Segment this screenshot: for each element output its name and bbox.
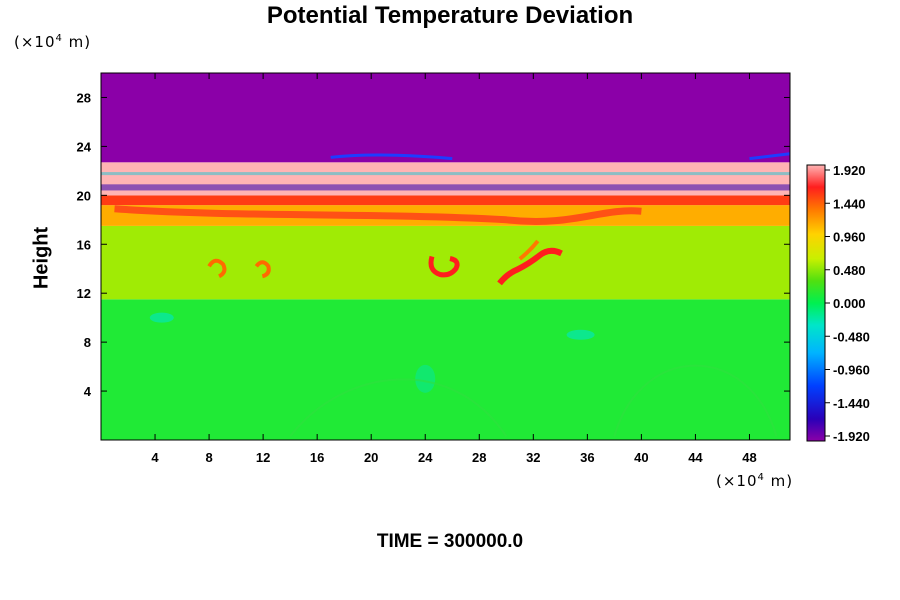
heatmap-feature-0 bbox=[101, 184, 790, 191]
x-tick-label: 12 bbox=[256, 450, 270, 465]
colorbar-axis: 1.920 1.440 0.960 0.480 0.000 -0.480 -0.960 -1.… bbox=[825, 163, 870, 444]
x-unit-exponent: 4 bbox=[757, 472, 765, 483]
y-tick-label: 20 bbox=[77, 188, 91, 203]
heatmap-feature-12 bbox=[415, 364, 436, 393]
colorbar-tick-label: 0.480 bbox=[833, 263, 866, 278]
x-tick-label: 20 bbox=[364, 450, 378, 465]
plot-frame bbox=[100, 72, 791, 441]
x-unit-suffix: m) bbox=[764, 472, 794, 490]
heatmap-feature-5 bbox=[207, 258, 227, 279]
heatmap-feature-8 bbox=[497, 247, 563, 286]
heatmap-features bbox=[101, 152, 790, 437]
y-tick-label: 12 bbox=[77, 286, 91, 301]
y-tick-label: 16 bbox=[77, 237, 91, 252]
heatmap-feature-13 bbox=[289, 378, 508, 437]
y-unit-prefix: (×10 bbox=[14, 33, 56, 51]
time-label: TIME = 300000.0 bbox=[376, 531, 524, 552]
x-tick-label: 40 bbox=[634, 450, 648, 465]
heatmap-feature-14 bbox=[613, 364, 778, 437]
heatmap-feature-9 bbox=[518, 239, 540, 261]
heatmap-feature-6 bbox=[254, 260, 271, 279]
x-tick-label: 16 bbox=[310, 450, 324, 465]
colorbar-tick-label: -1.920 bbox=[833, 429, 870, 444]
heatmap-layer-3 bbox=[101, 195, 790, 206]
x-tick-label: 32 bbox=[526, 450, 540, 465]
y-axis: 4 8 12 16 20 24 28 bbox=[77, 90, 790, 399]
y-tick-label: 8 bbox=[84, 335, 91, 350]
heatmap-feature-2 bbox=[330, 153, 453, 161]
y-tick-label: 24 bbox=[77, 139, 92, 154]
colorbar-tick-label: -1.440 bbox=[833, 396, 870, 411]
y-axis-unit: (×104 m) bbox=[14, 33, 91, 51]
heatmap-field bbox=[101, 73, 790, 440]
heatmap-layer-5 bbox=[101, 73, 790, 163]
x-tick-label: 36 bbox=[580, 450, 594, 465]
x-tick-label: 4 bbox=[151, 450, 159, 465]
heatmap-layer-1 bbox=[101, 225, 790, 300]
y-unit-exponent: 4 bbox=[55, 33, 63, 44]
colorbar-tick-label: -0.960 bbox=[833, 363, 870, 378]
x-tick-label: 24 bbox=[418, 450, 433, 465]
heatmap-layer-0 bbox=[101, 299, 790, 440]
y-tick-label: 28 bbox=[77, 90, 91, 105]
colorbar-tick-label: 1.920 bbox=[833, 163, 866, 178]
x-tick-label: 8 bbox=[205, 450, 212, 465]
x-unit-prefix: (×10 bbox=[716, 472, 758, 490]
colorbar-tick-label: 0.000 bbox=[833, 296, 866, 311]
y-tick-label: 4 bbox=[84, 384, 92, 399]
x-tick-label: 44 bbox=[688, 450, 703, 465]
colorbar-tick-label: 0.960 bbox=[833, 230, 866, 245]
x-tick-label: 48 bbox=[742, 450, 756, 465]
y-unit-suffix: m) bbox=[62, 33, 92, 51]
heatmap-feature-3 bbox=[749, 152, 790, 161]
heatmap-feature-10 bbox=[149, 312, 174, 323]
x-tick-label: 28 bbox=[472, 450, 486, 465]
heatmap-feature-1 bbox=[101, 172, 790, 176]
heatmap-feature-11 bbox=[566, 329, 595, 340]
x-axis-unit: (×104 m) bbox=[716, 472, 793, 490]
colorbar-tick-label: -0.480 bbox=[833, 329, 870, 344]
heatmap-feature-7 bbox=[428, 255, 460, 278]
colorbar-tick-label: 1.440 bbox=[833, 196, 866, 211]
heatmap-feature-4 bbox=[114, 205, 642, 225]
chart-title: Potential Temperature Deviation bbox=[266, 2, 634, 29]
colorbar bbox=[806, 164, 826, 442]
x-axis: 4 8 12 16 20 24 28 32 36 40 44 48 bbox=[151, 73, 757, 465]
